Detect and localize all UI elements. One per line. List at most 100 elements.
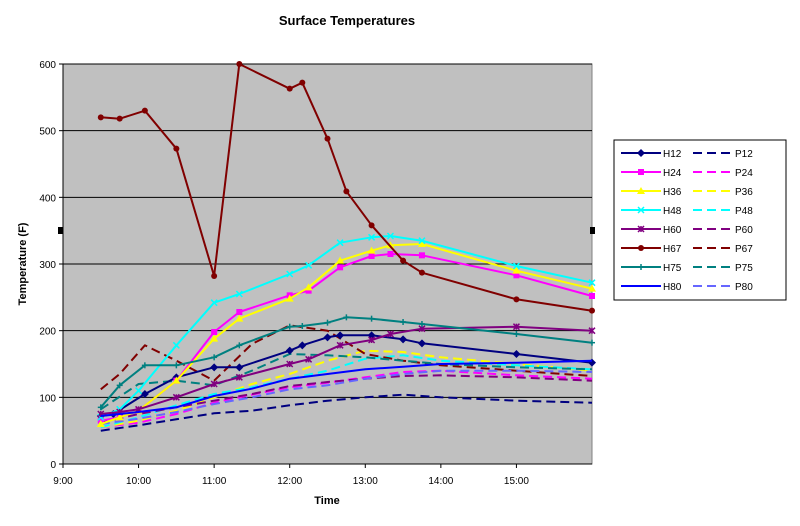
series-h36 bbox=[96, 240, 596, 427]
plus-marker bbox=[638, 264, 644, 270]
series-p67 bbox=[100, 324, 593, 391]
legend-label: H36 bbox=[663, 187, 682, 198]
diamond-marker bbox=[323, 333, 332, 342]
star-marker bbox=[286, 270, 294, 278]
legend-item-h12: H12 bbox=[621, 149, 682, 160]
marker-stroke bbox=[418, 237, 426, 245]
marker-stroke bbox=[286, 270, 294, 278]
plus-marker bbox=[589, 339, 595, 346]
diamond-marker bbox=[285, 346, 294, 355]
x-tick-label: 9:00 bbox=[53, 476, 73, 487]
selection-handle-right[interactable] bbox=[590, 227, 595, 234]
series-line-h48 bbox=[100, 235, 593, 419]
legend-label: H24 bbox=[663, 168, 682, 179]
legend-label: P48 bbox=[735, 206, 753, 217]
triangle-marker bbox=[304, 283, 313, 291]
legend-label: H80 bbox=[663, 282, 682, 293]
square-marker bbox=[305, 287, 312, 294]
plus-marker bbox=[173, 362, 180, 369]
asterisk-marker bbox=[386, 330, 395, 338]
diamond-marker bbox=[140, 390, 149, 398]
legend-label: P67 bbox=[735, 244, 753, 255]
series-line-p80 bbox=[100, 369, 593, 425]
circle-marker bbox=[589, 307, 595, 314]
legend-label: H48 bbox=[663, 206, 682, 217]
marker-stroke bbox=[588, 279, 596, 287]
marker-stroke bbox=[305, 261, 313, 269]
y-tick-label: 200 bbox=[39, 327, 56, 338]
marker-stroke bbox=[336, 239, 344, 247]
asterisk-marker bbox=[235, 373, 243, 381]
circle-marker bbox=[638, 245, 644, 251]
series-line-h36 bbox=[100, 243, 593, 425]
asterisk-marker bbox=[588, 327, 596, 335]
circle-marker bbox=[343, 188, 350, 195]
triangle-marker bbox=[172, 376, 181, 384]
circle-marker bbox=[513, 296, 520, 303]
legend-label: P75 bbox=[735, 263, 753, 274]
triangle-marker bbox=[637, 187, 645, 194]
circle-marker bbox=[141, 107, 148, 114]
plus-marker bbox=[141, 362, 148, 369]
triangle-marker bbox=[235, 314, 244, 322]
plus-marker bbox=[513, 331, 520, 337]
square-marker bbox=[418, 252, 425, 259]
square-marker bbox=[589, 293, 595, 299]
star-marker bbox=[368, 233, 376, 241]
plus-marker bbox=[418, 321, 425, 327]
legend-box bbox=[613, 139, 787, 301]
series-line-p67 bbox=[100, 324, 593, 391]
plus-marker bbox=[400, 319, 407, 325]
circle-marker bbox=[236, 61, 243, 67]
legend-label: P60 bbox=[735, 225, 753, 236]
star-marker bbox=[172, 341, 180, 349]
star-marker bbox=[512, 262, 520, 270]
series-h75 bbox=[97, 314, 595, 411]
marker-stroke bbox=[386, 232, 395, 240]
y-tick-label: 600 bbox=[39, 60, 56, 71]
asterisk-marker bbox=[286, 360, 294, 368]
legend-item-p75: P75 bbox=[693, 263, 753, 274]
y-tick-label: 300 bbox=[39, 260, 56, 271]
square-marker bbox=[337, 264, 344, 271]
asterisk-marker bbox=[336, 341, 344, 349]
x-tick-label: 10:00 bbox=[126, 476, 151, 487]
triangle-marker bbox=[386, 241, 395, 249]
triangle-marker bbox=[588, 284, 596, 292]
legend-item-h24: H24 bbox=[621, 168, 682, 179]
series-h80 bbox=[100, 359, 593, 417]
chart-title: Surface Temperatures bbox=[279, 13, 415, 28]
plus-marker bbox=[286, 323, 293, 330]
square-marker bbox=[513, 272, 520, 279]
selection-handle-left[interactable] bbox=[58, 227, 63, 234]
legend-item-h48: H48 bbox=[621, 206, 682, 217]
plus-marker bbox=[97, 404, 104, 411]
plus-marker bbox=[324, 319, 331, 326]
legend-item-p67: P67 bbox=[693, 244, 753, 255]
circle-marker bbox=[211, 273, 218, 279]
series-p12 bbox=[100, 393, 593, 432]
star-marker bbox=[386, 232, 395, 240]
legend-item-p24: P24 bbox=[693, 168, 753, 179]
triangle-marker bbox=[96, 420, 105, 427]
legend-label: H12 bbox=[663, 149, 682, 160]
square-marker bbox=[638, 169, 644, 175]
y-tick-label: 100 bbox=[39, 393, 56, 404]
plus-marker bbox=[343, 314, 350, 321]
circle-marker bbox=[286, 85, 293, 92]
legend-item-h36: H36 bbox=[621, 187, 682, 198]
asterisk-marker bbox=[512, 323, 520, 331]
diamond-marker bbox=[298, 341, 307, 350]
series-h67 bbox=[97, 61, 595, 314]
x-axis-title: Time bbox=[314, 495, 339, 507]
series-h48 bbox=[97, 232, 596, 421]
legend-item-h75: H75 bbox=[621, 263, 682, 274]
diamond-marker bbox=[637, 149, 645, 157]
asterisk-marker bbox=[305, 355, 313, 363]
legend-item-h67: H67 bbox=[621, 244, 682, 255]
series-p80 bbox=[100, 369, 593, 425]
series-line-p12 bbox=[100, 393, 593, 432]
axes: 0 100 200 300 400 500 600 9:00 10:00 11:00 12:00 13… bbox=[39, 60, 592, 487]
legend-item-h60: H60 bbox=[621, 225, 682, 236]
